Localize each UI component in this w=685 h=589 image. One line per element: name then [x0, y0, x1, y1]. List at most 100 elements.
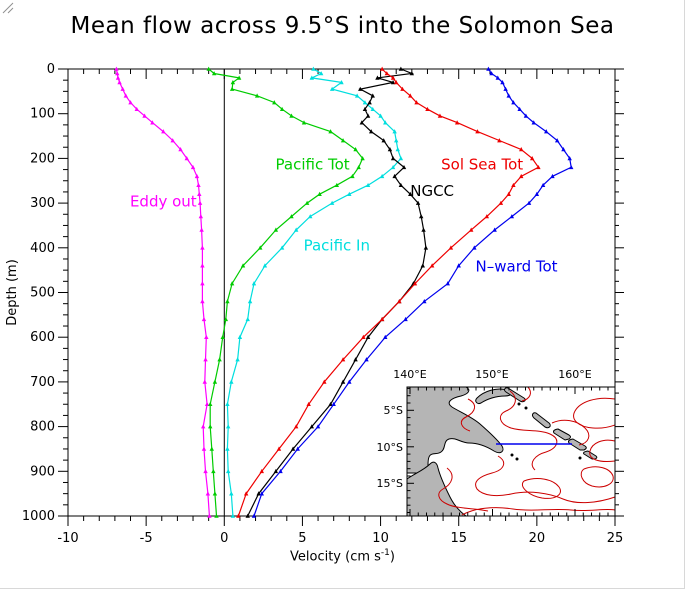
series-marker-n-ward-tot [472, 245, 477, 250]
series-marker-n-ward-tot [561, 147, 566, 152]
series-marker-ngcc [387, 147, 393, 152]
series-marker-pacific-in [347, 191, 352, 196]
series-marker-pacific-tot [214, 513, 219, 518]
series-marker-sol-sea-tot [306, 401, 311, 407]
series-marker-n-ward-tot [500, 80, 505, 85]
series-marker-ngcc [359, 120, 365, 125]
series-marker-sol-sea-tot [259, 468, 264, 474]
series-marker-n-ward-tot [517, 106, 522, 112]
series-marker-pacific-tot [360, 156, 365, 161]
series-marker-n-ward-tot [315, 424, 321, 429]
series-marker-sol-sea-tot [243, 491, 249, 496]
series-marker-eddy-out [207, 513, 212, 518]
series-marker-eddy-out [200, 245, 205, 250]
series-marker-ngcc [415, 200, 421, 205]
series-marker-eddy-out [161, 129, 166, 134]
series-marker-pacific-tot [236, 75, 242, 80]
y-tick-label: 500 [30, 286, 55, 301]
series-marker-n-ward-tot [506, 93, 511, 98]
series-marker-ngcc [365, 113, 371, 118]
series-marker-eddy-out [200, 281, 205, 286]
y-tick-label: 600 [30, 330, 55, 345]
series-marker-pacific-in [311, 66, 316, 71]
series-marker-sol-sea-tot [469, 227, 474, 232]
series-marker-ngcc [409, 71, 415, 76]
series-marker-eddy-out [134, 106, 139, 112]
series-marker-pacific-in [225, 468, 231, 474]
islet [524, 406, 528, 410]
series-marker-n-ward-tot [486, 66, 491, 71]
series-marker-pacific-tot [317, 191, 322, 196]
series-marker-n-ward-tot [526, 200, 532, 205]
series-marker-pacific-in [309, 75, 315, 80]
series-marker-pacific-in [329, 200, 335, 205]
y-tick-label: 700 [30, 375, 55, 390]
series-marker-pacific-in [251, 281, 257, 286]
islet [517, 402, 521, 406]
inset-map-border [406, 386, 616, 517]
series-marker-ngcc [392, 173, 397, 179]
islet [515, 457, 519, 461]
y-tick-label: 900 [30, 464, 55, 479]
series-marker-ngcc [420, 263, 425, 268]
series-marker-sol-sea-tot [379, 316, 385, 322]
series-marker-pacific-in [354, 93, 360, 98]
series-marker-sol-sea-tot [414, 100, 419, 105]
x-tick-label: 15 [450, 531, 467, 546]
series-marker-pacific-tot [272, 100, 277, 105]
series-marker-eddy-out [202, 379, 207, 384]
window-resize-grip-icon[interactable] [0, 0, 15, 15]
series-marker-n-ward-tot [523, 113, 529, 118]
series-marker-pacific-tot [350, 173, 355, 179]
series-marker-pacific-tot [211, 71, 217, 76]
series-marker-pacific-tot [208, 424, 213, 429]
inset-map-contours [438, 386, 616, 516]
series-marker-eddy-out [117, 80, 122, 85]
series-marker-sol-sea-tot [498, 200, 504, 205]
series-marker-pacific-in [247, 299, 253, 304]
series-marker-ngcc [398, 66, 404, 71]
series-marker-n-ward-tot [295, 446, 300, 451]
series-marker-eddy-out [201, 446, 207, 451]
series-marker-pacific-tot [217, 357, 222, 362]
land-new-britain [475, 388, 512, 404]
series-marker-ngcc [362, 106, 368, 112]
series-marker-eddy-out [142, 113, 147, 118]
chart-layer: -10 -5 0 5 10 15 20 25 0 100 200 300 400 500 600 700 800… [5, 62, 624, 546]
series-marker-n-ward-tot [259, 491, 264, 496]
series-marker-eddy-out [115, 75, 121, 80]
series-marker-pacific-in [237, 334, 243, 339]
series-marker-sol-sea-tot [412, 281, 418, 286]
series-marker-n-ward-tot [364, 357, 369, 362]
x-tick-label: 5 [298, 531, 306, 546]
series-marker-ngcc [390, 156, 396, 161]
series-marker-ngcc [401, 164, 407, 170]
series-marker-ngcc [353, 357, 358, 362]
series-marker-pacific-in [235, 357, 240, 362]
series-marker-n-ward-tot [347, 379, 352, 384]
series-marker-sol-sea-tot [454, 120, 460, 125]
series-marker-pacific-in [379, 173, 385, 179]
series-marker-n-ward-tot [445, 281, 450, 286]
x-tick-label: -5 [140, 531, 153, 546]
series-marker-pacific-in [394, 138, 399, 143]
series-marker-eddy-out [128, 100, 133, 105]
series-marker-pacific-in [370, 106, 375, 112]
series-marker-pacific-tot [212, 491, 218, 496]
series-marker-n-ward-tot [534, 191, 540, 196]
series-marker-pacific-in [383, 120, 388, 125]
series-line-eddy-out [115, 68, 210, 517]
series-marker-sol-sea-tot [425, 106, 430, 112]
series-marker-n-ward-tot [567, 156, 572, 161]
series-marker-ngcc [256, 491, 261, 496]
series-marker-eddy-out [200, 424, 206, 429]
series-marker-sol-sea-tot [340, 357, 346, 362]
series-marker-eddy-out [178, 147, 183, 152]
y-tick-label: 300 [30, 196, 55, 211]
series-marker-n-ward-tot [383, 334, 388, 339]
series-marker-eddy-out [120, 86, 125, 91]
series-marker-sol-sea-tot [529, 156, 535, 161]
series-marker-ngcc [423, 245, 429, 250]
x-axis-title-text: Velocity (cm s [290, 549, 381, 565]
